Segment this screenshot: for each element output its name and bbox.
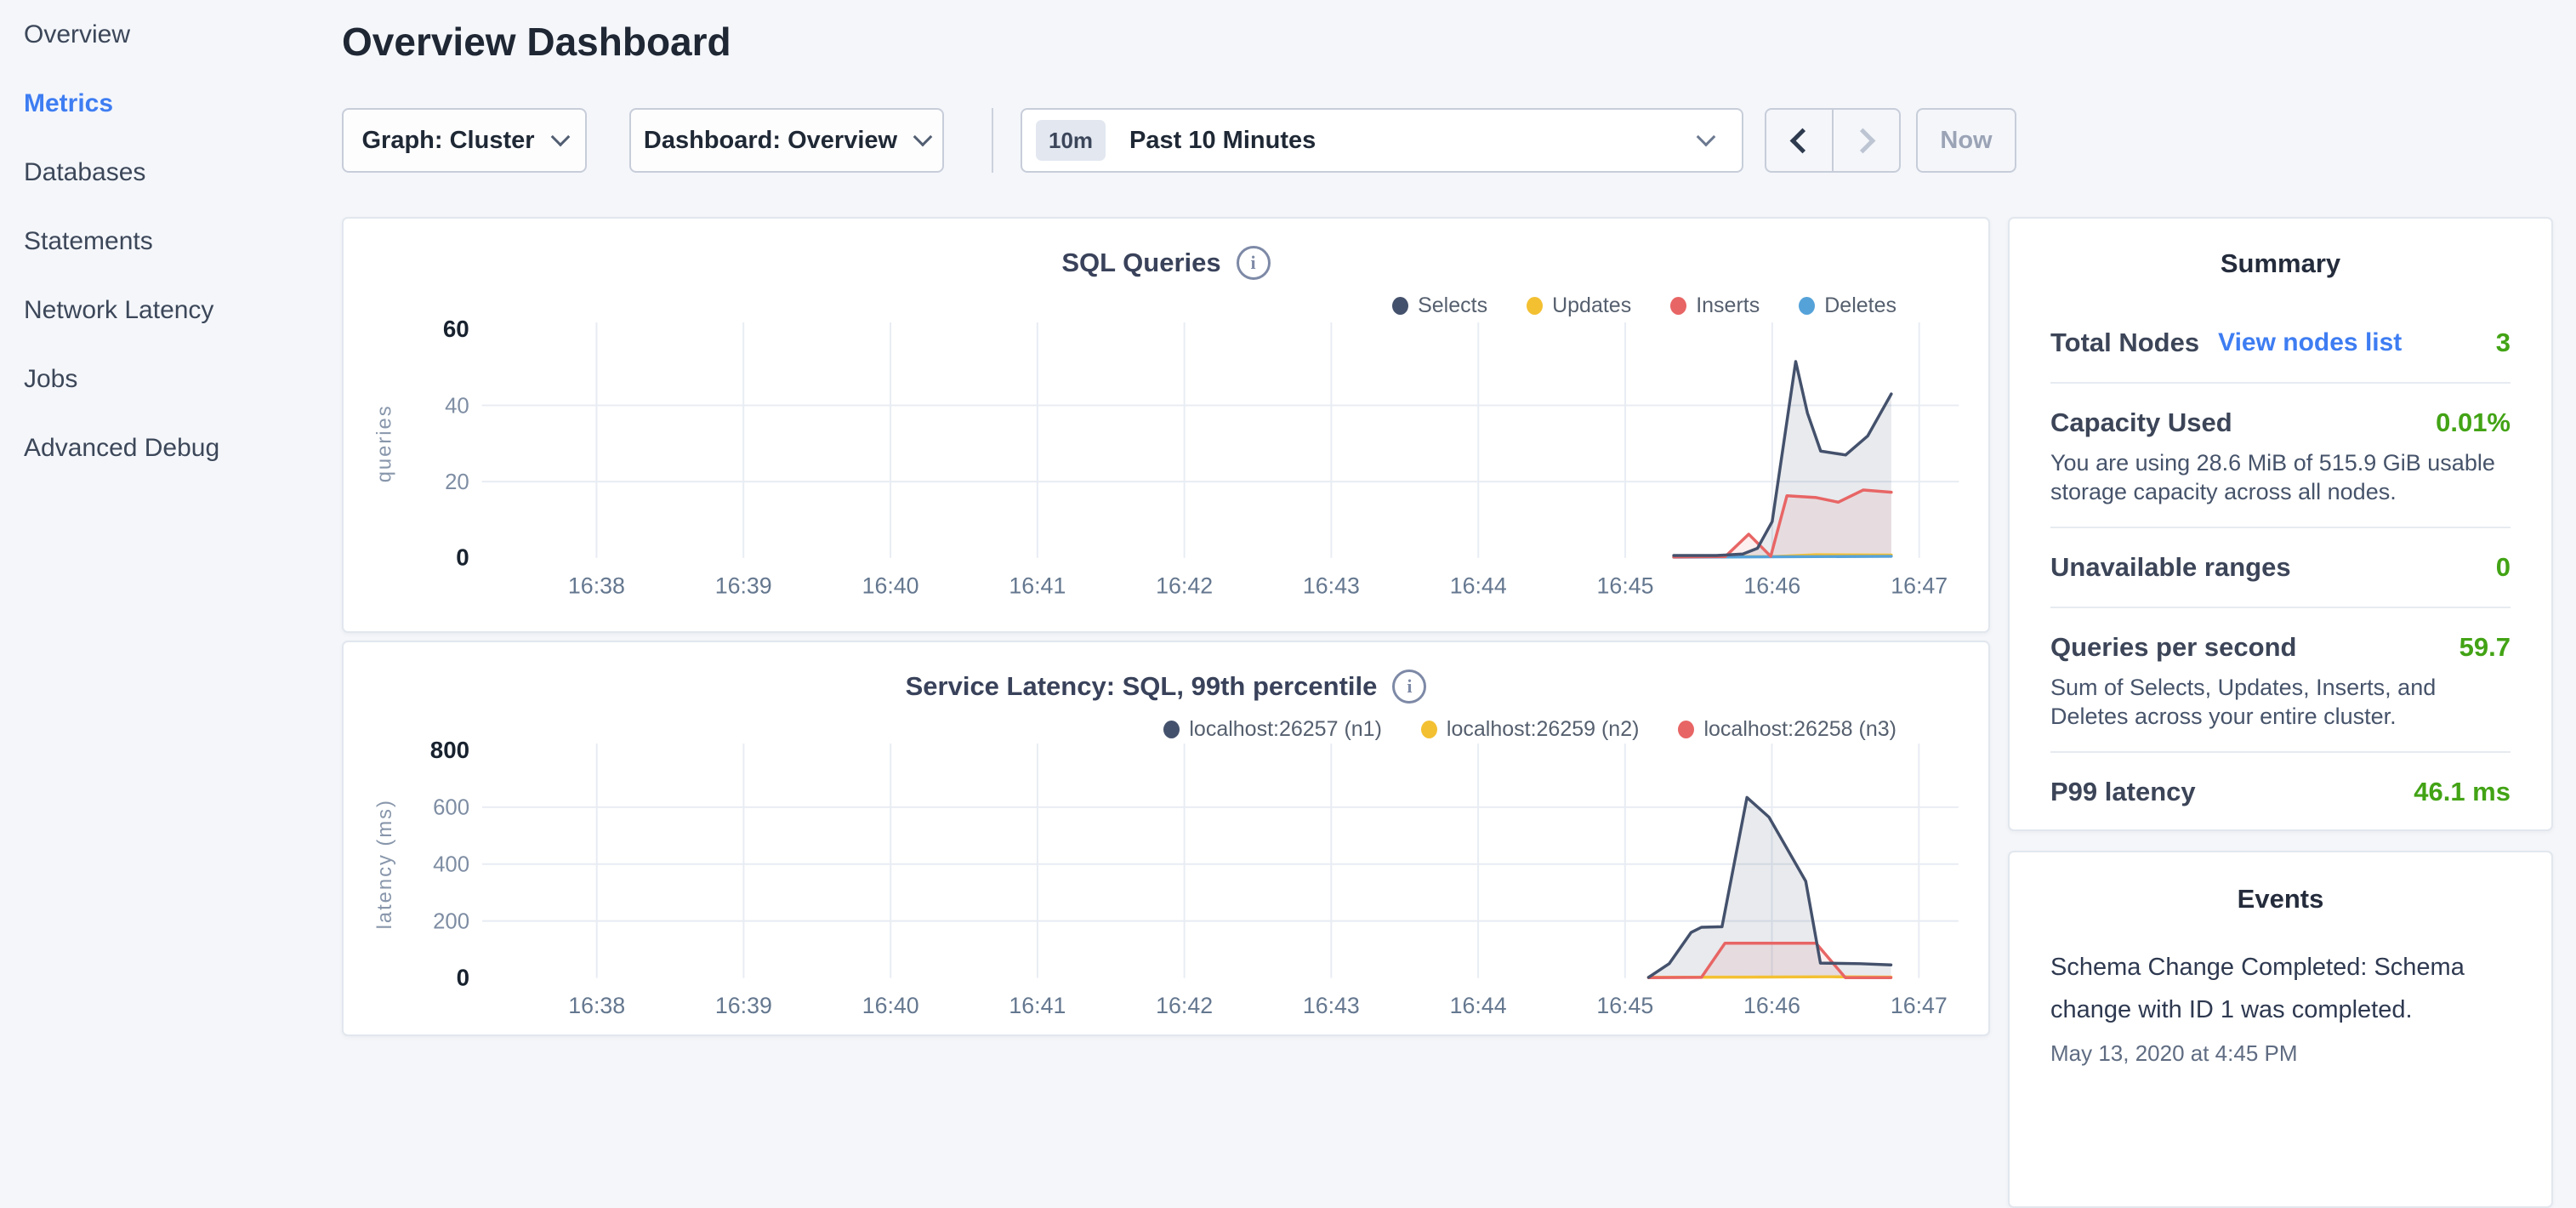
- events-title: Events: [2050, 883, 2511, 915]
- summary-row: Unavailable ranges 0: [2050, 527, 2511, 607]
- svg-text:16:41: 16:41: [1009, 573, 1066, 598]
- summary-rows: Total Nodes View nodes list 3 Capacity Used…: [2050, 304, 2511, 831]
- summary-label: P99 latency: [2050, 773, 2196, 811]
- time-range-arrows: [1765, 108, 1901, 173]
- svg-text:16:43: 16:43: [1303, 573, 1360, 598]
- time-range-select[interactable]: 10m Past 10 Minutes: [1021, 108, 1743, 173]
- svg-text:16:45: 16:45: [1597, 573, 1654, 598]
- svg-text:16:39: 16:39: [715, 993, 772, 1018]
- sidebar-item-overview[interactable]: Overview: [0, 0, 340, 69]
- toolbar-divider: [992, 108, 993, 173]
- svg-text:16:40: 16:40: [862, 993, 919, 1018]
- svg-text:800: 800: [430, 737, 469, 763]
- summary-title: Summary: [2050, 248, 2511, 280]
- sidebar-item-metrics[interactable]: Metrics: [0, 69, 340, 138]
- summary-row: Queries per second 59.7 Sum of Selects, Up…: [2050, 607, 2511, 751]
- time-range-label: Past 10 Minutes: [1129, 127, 1316, 155]
- svg-text:queries: queries: [373, 404, 396, 482]
- summary-value: 0.01%: [2436, 404, 2511, 442]
- sidebar-item-network-latency[interactable]: Network Latency: [0, 276, 340, 345]
- sidebar-item-statements[interactable]: Statements: [0, 207, 340, 276]
- svg-text:60: 60: [443, 316, 469, 342]
- svg-text:16:47: 16:47: [1891, 573, 1948, 598]
- svg-text:0: 0: [457, 964, 469, 990]
- summary-description: Sum of Selects, Updates, Inserts, and De…: [2050, 673, 2511, 731]
- svg-text:0: 0: [456, 544, 469, 571]
- graph-dropdown[interactable]: Graph: Cluster: [342, 108, 587, 173]
- now-button-label: Now: [1940, 127, 1992, 155]
- events-panel: Events Schema Change Completed: Schema c…: [2008, 851, 2553, 1208]
- svg-text:40: 40: [445, 394, 469, 418]
- main-content: Overview Dashboard Graph: Cluster Dashbo…: [342, 0, 1990, 1051]
- dashboard-dropdown[interactable]: Dashboard: Overview: [629, 108, 944, 173]
- summary-value: 0: [2496, 549, 2511, 586]
- chart-card-service-latency: Service Latency: SQL, 99th percentile lo…: [342, 641, 1990, 1036]
- svg-text:16:40: 16:40: [862, 573, 919, 598]
- summary-value: 59.7: [2459, 629, 2511, 666]
- svg-text:16:45: 16:45: [1596, 993, 1653, 1018]
- view-nodes-link[interactable]: View nodes list: [2218, 324, 2402, 362]
- summary-label: Total Nodes: [2050, 324, 2199, 362]
- summary-row: P99 latency 46.1 ms: [2050, 751, 2511, 831]
- svg-text:16:46: 16:46: [1743, 993, 1800, 1018]
- summary-row: Total Nodes View nodes list 3: [2050, 304, 2511, 382]
- sidebar-item-databases[interactable]: Databases: [0, 138, 340, 207]
- svg-text:200: 200: [433, 910, 469, 934]
- sidebar-item-jobs[interactable]: Jobs: [0, 345, 340, 413]
- svg-text:16:38: 16:38: [568, 573, 625, 598]
- summary-panel: Summary Total Nodes View nodes list 3 Capac…: [2008, 217, 2553, 831]
- svg-text:600: 600: [433, 796, 469, 820]
- svg-text:16:38: 16:38: [568, 993, 625, 1018]
- svg-text:16:41: 16:41: [1009, 993, 1066, 1018]
- svg-text:16:39: 16:39: [715, 573, 772, 598]
- svg-text:16:42: 16:42: [1156, 993, 1213, 1018]
- now-button[interactable]: Now: [1916, 108, 2016, 173]
- svg-text:16:42: 16:42: [1156, 573, 1213, 598]
- event-item[interactable]: Schema Change Completed: Schema change w…: [2050, 946, 2511, 1067]
- sidebar: OverviewMetricsDatabasesStatementsNetwor…: [0, 0, 340, 482]
- svg-text:16:44: 16:44: [1450, 573, 1507, 598]
- events-list: Schema Change Completed: Schema change w…: [2050, 946, 2511, 1067]
- chevron-down-icon: [1697, 128, 1716, 147]
- summary-description: You are using 28.6 MiB of 515.9 GiB usab…: [2050, 448, 2511, 506]
- event-time: May 13, 2020 at 4:45 PM: [2050, 1040, 2511, 1067]
- summary-label: Capacity Used: [2050, 404, 2232, 442]
- svg-text:20: 20: [445, 470, 469, 494]
- toolbar: Graph: Cluster Dashboard: Overview 10m P…: [342, 108, 2017, 173]
- summary-value: 3: [2496, 324, 2511, 362]
- next-range-button[interactable]: [1834, 110, 1899, 171]
- svg-text:16:47: 16:47: [1891, 993, 1948, 1018]
- svg-text:16:44: 16:44: [1450, 993, 1507, 1018]
- summary-value: 46.1 ms: [2414, 773, 2511, 811]
- page-title: Overview Dashboard: [342, 19, 731, 65]
- dashboard-dropdown-label: Dashboard: Overview: [644, 127, 897, 155]
- event-text: Schema Change Completed: Schema change w…: [2050, 946, 2511, 1031]
- svg-text:16:43: 16:43: [1303, 993, 1360, 1018]
- graph-dropdown-label: Graph: Cluster: [361, 127, 534, 155]
- summary-row: Capacity Used 0.01% You are using 28.6 MiB…: [2050, 382, 2511, 527]
- prev-range-button[interactable]: [1766, 110, 1834, 171]
- chevron-left-icon: [1790, 128, 1816, 153]
- sidebar-item-advanced-debug[interactable]: Advanced Debug: [0, 413, 340, 482]
- chart-card-sql-queries: SQL Queries SelectsUpdatesInsertsDeletes…: [342, 217, 1990, 633]
- time-range-badge: 10m: [1036, 120, 1106, 161]
- svg-text:latency (ms): latency (ms): [373, 799, 396, 929]
- svg-text:400: 400: [433, 853, 469, 877]
- chart-plot[interactable]: 16:38 16:39 16:40 16:41 16:42 16:43 16:44 16:45…: [344, 219, 1988, 631]
- summary-label: Queries per second: [2050, 629, 2296, 666]
- svg-text:16:46: 16:46: [1743, 573, 1800, 598]
- chevron-down-icon: [913, 128, 933, 147]
- summary-label: Unavailable ranges: [2050, 549, 2291, 586]
- chevron-right-icon: [1851, 128, 1876, 153]
- chart-plot[interactable]: 16:38 16:39 16:40 16:41 16:42 16:43 16:44 16:45…: [344, 642, 1988, 1034]
- chevron-down-icon: [550, 128, 570, 147]
